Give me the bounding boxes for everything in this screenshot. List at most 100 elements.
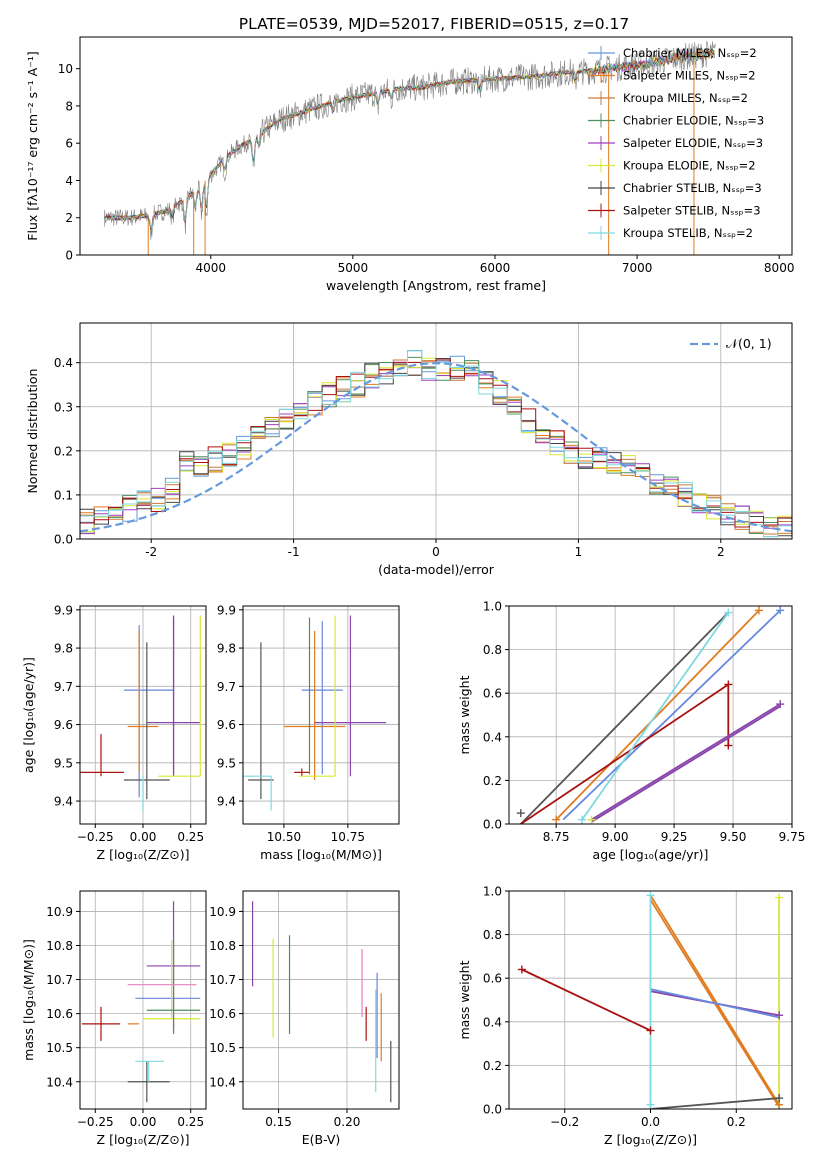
y-tick-label: 9.8: [54, 642, 73, 656]
y-axis-label: age [log₁₀(age/yr)]: [21, 657, 36, 773]
x-tick-label: 8.75: [543, 830, 570, 844]
weight-line: [591, 705, 781, 823]
y-tick-label: 9.4: [217, 795, 236, 809]
y-tick-label: 9.9: [54, 603, 73, 617]
errorbar-point: [158, 615, 201, 777]
gaussian-curve: [80, 361, 792, 533]
weight-marker: [646, 891, 655, 900]
x-tick-label: -1: [288, 545, 300, 559]
weight-marker: [517, 965, 526, 974]
weight-marker: [776, 700, 785, 709]
weight-line: [520, 683, 729, 824]
y-tick-label: 9.6: [217, 718, 236, 732]
weight-line: [650, 1097, 780, 1109]
y-tick-label: 0.4: [483, 1015, 502, 1029]
legend-entry: Kroupa STELIB, Nₛₛₚ=2: [623, 226, 753, 240]
y-tick-label: 10.5: [46, 1041, 73, 1055]
y-tick-label: 10.6: [209, 1007, 236, 1021]
plot-frame: [242, 605, 400, 825]
legend-entry: Chabrier STELIB, Nₛₛₚ=3: [623, 181, 762, 195]
errorbar-point: [314, 615, 387, 777]
y-tick-label: 0: [65, 249, 73, 263]
x-tick-label: 0: [432, 545, 440, 559]
weight-marker: [646, 1026, 655, 1035]
y-tick-label: 10.5: [209, 1041, 236, 1055]
x-tick-label: 10.50: [267, 830, 301, 844]
y-tick-label: 9.7: [217, 680, 236, 694]
panel-age_vs_Z: −0.25 0.00 0.25 9.4 9.5 9.6 9.7 9.8 9.9 Z [log₁₀(…: [21, 603, 207, 862]
x-tick-label: 0.2: [727, 1115, 746, 1129]
y-tick-label: 0.0: [483, 818, 502, 832]
x-axis-label: Z [log₁₀(Z/Z⊙)]: [604, 1132, 697, 1147]
y-tick-label: 0.3: [54, 400, 73, 414]
errorbar-point: [135, 1060, 164, 1082]
x-axis-label: age [log₁₀(age/yr)]: [593, 847, 709, 862]
y-axis-label: mass weight: [457, 960, 472, 1039]
legend-entry: Salpeter ELODIE, Nₛₛₚ=3: [623, 136, 763, 150]
x-axis-label: E(B-V): [302, 1132, 341, 1147]
errorbar-point: [81, 1006, 121, 1041]
x-tick-label: 10.75: [331, 830, 365, 844]
x-axis-label: wavelength [Angstrom, rest frame]: [326, 278, 546, 293]
y-tick-label: 10: [58, 62, 73, 76]
panel-residuals: -2 -1 0 1 2 0.0 0.1 0.2 0.3 0.4 (data-model)/error…: [25, 322, 793, 577]
weight-marker: [646, 1100, 655, 1109]
residual-legend: 𝒩(0, 1): [690, 336, 772, 351]
y-tick-label: 10.4: [46, 1075, 73, 1089]
y-tick-label: 9.8: [217, 642, 236, 656]
weight-marker: [724, 741, 733, 750]
legend-entry: Salpeter STELIB, Nₛₛₚ=3: [623, 204, 761, 218]
y-tick-label: 10.9: [209, 905, 236, 919]
y-axis-label: Flux [fλ10⁻¹⁷ erg cm⁻² s⁻¹ A⁻¹]: [25, 51, 40, 240]
panel-mass_vs_EBV: 0.15 0.20 10.4 10.5 10.6 10.7 10.8 10.9 E(B-V): [209, 890, 400, 1147]
weight-line: [555, 609, 760, 821]
y-tick-label: 9.7: [54, 680, 73, 694]
x-tick-label: 5000: [338, 261, 369, 275]
y-tick-label: 9.4: [54, 795, 73, 809]
errorbar-point: [294, 768, 310, 777]
y-tick-label: 0.1: [54, 488, 73, 502]
x-tick-label: 9.00: [602, 830, 629, 844]
weight-marker: [578, 815, 587, 824]
y-axis-label: mass [log₁₀(M/M⊙)]: [21, 939, 36, 1061]
x-tick-label: 0.20: [334, 1115, 361, 1129]
y-tick-label: 4: [65, 174, 73, 188]
plot-area: [81, 901, 201, 1103]
weight-line: [581, 611, 730, 821]
y-tick-label: 6: [65, 137, 73, 151]
y-axis-label: Normed distribution: [25, 369, 40, 494]
y-tick-label: 0.4: [483, 730, 502, 744]
weight-line: [591, 703, 781, 821]
legend-entry: Chabrier MILES, Nₛₛₚ=2: [623, 46, 757, 60]
plot-area: [103, 40, 716, 255]
y-axis-label: mass weight: [457, 675, 472, 754]
y-tick-label: 0.2: [483, 1059, 502, 1073]
plot-area: [80, 615, 201, 811]
plot-area: [251, 901, 392, 1103]
x-tick-label: 4000: [195, 261, 226, 275]
weight-marker: [775, 1011, 784, 1020]
weight-marker: [775, 893, 784, 902]
y-tick-label: 9.5: [54, 756, 73, 770]
y-tick-label: 2: [65, 211, 73, 225]
weight-line: [650, 988, 780, 1019]
x-tick-label: 0.25: [177, 830, 204, 844]
y-tick-label: 0.0: [483, 1103, 502, 1117]
errorbar-point: [80, 734, 124, 777]
weight-line: [520, 611, 729, 824]
errorbar-point: [127, 630, 159, 773]
y-tick-label: 10.8: [209, 939, 236, 953]
weight-marker: [754, 606, 763, 615]
x-tick-label: −0.2: [550, 1115, 579, 1129]
y-tick-label: 10.7: [209, 973, 236, 987]
y-tick-label: 10.6: [46, 1007, 73, 1021]
x-axis-label: (data-model)/error: [378, 562, 495, 577]
x-tick-label: 6000: [480, 261, 511, 275]
y-tick-label: 9.9: [217, 603, 236, 617]
residual-histogram: [80, 350, 792, 539]
weight-marker: [776, 606, 785, 615]
plot-area: [243, 615, 387, 811]
y-tick-label: 0.2: [54, 444, 73, 458]
x-tick-label: 0.0: [641, 1115, 660, 1129]
